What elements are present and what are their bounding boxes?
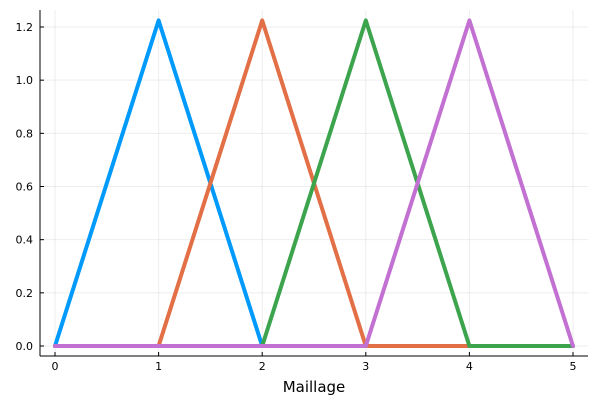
y-tick-label-6: 1.2 — [16, 21, 34, 34]
ticks-layer: 0 1 2 3 4 5 0.0 0.2 0.4 0.6 0.8 1.0 1.2 — [16, 21, 577, 373]
grid-layer — [40, 10, 588, 356]
axes-layer — [39, 10, 588, 357]
y-tick-label-2: 0.4 — [16, 234, 34, 247]
series-line-4 — [53, 18, 575, 348]
y-tick-label-0: 0.0 — [16, 340, 34, 353]
x-tick-label-2: 2 — [259, 360, 266, 373]
x-tick-label-5: 5 — [570, 360, 577, 373]
series-line-3 — [53, 18, 575, 348]
x-tick-label-4: 4 — [466, 360, 473, 373]
y-tick-label-4: 0.8 — [16, 127, 34, 140]
y-tick-label-5: 1.0 — [16, 74, 34, 87]
x-axis-title: Maillage — [283, 378, 346, 396]
y-tick-label-3: 0.6 — [16, 181, 34, 194]
x-tick-label-1: 1 — [155, 360, 162, 373]
x-tick-label-3: 3 — [362, 360, 369, 373]
x-tick-label-0: 0 — [52, 360, 59, 373]
y-tick-label-1: 0.2 — [16, 287, 34, 300]
series-layer — [53, 18, 575, 348]
